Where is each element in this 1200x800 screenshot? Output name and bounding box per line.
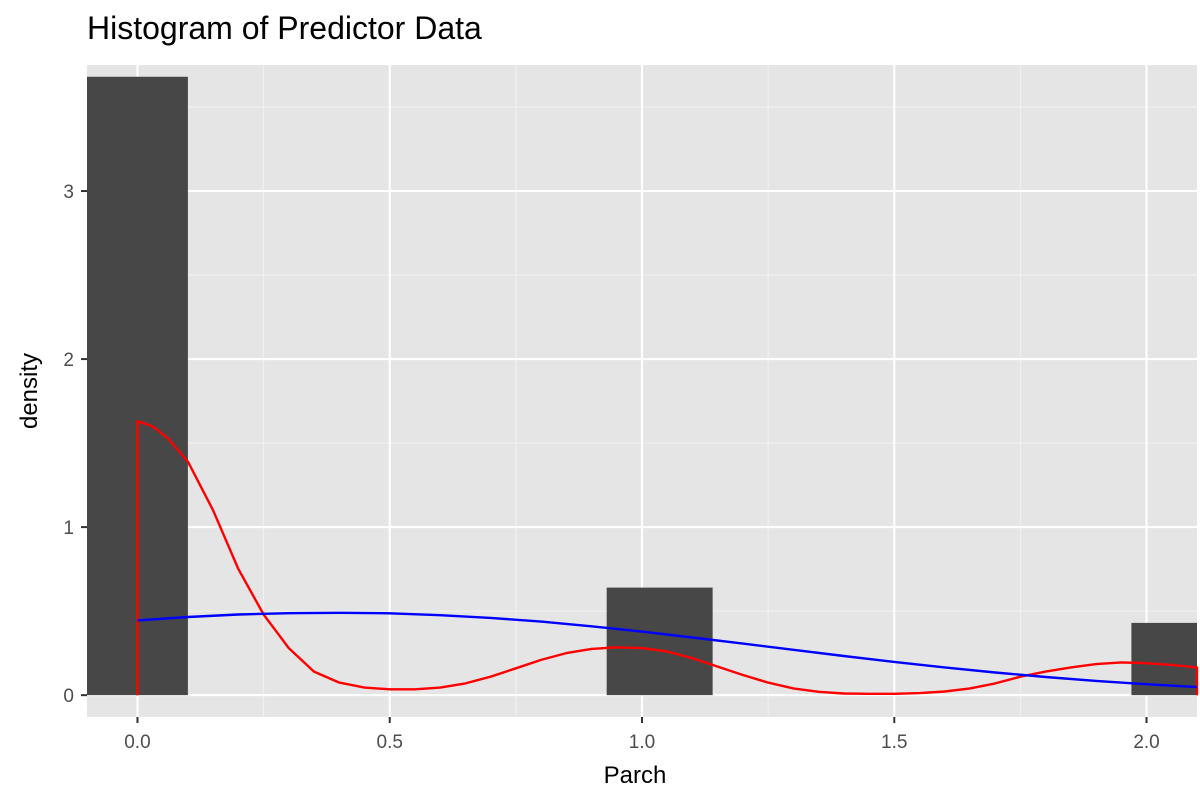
y-axis: 0 1 2 3 [63, 182, 87, 707]
x-axis: 0.0 0.5 1.0 1.5 2.0 [124, 717, 1160, 753]
y-tick-label: 0 [63, 686, 74, 707]
y-tick-label: 1 [63, 518, 74, 539]
normal-density-curve [137, 611, 1198, 689]
histogram-bar-2 [606, 587, 713, 696]
x-tick-label: 0.5 [377, 732, 403, 753]
y-axis-title: density [16, 353, 43, 429]
x-tick-label: 0.0 [124, 732, 150, 753]
x-tick-label: 1.5 [881, 732, 907, 753]
x-tick-label: 1.0 [629, 732, 655, 753]
density-curves [136, 420, 1199, 696]
y-tick-label: 3 [63, 182, 74, 203]
chart-title: Histogram of Predictor Data [87, 10, 482, 46]
y-tick-label: 2 [63, 350, 74, 371]
x-tick-label: 2.0 [1133, 732, 1159, 753]
kernel-density-curve [136, 420, 1199, 696]
x-axis-title: Parch [604, 762, 667, 789]
